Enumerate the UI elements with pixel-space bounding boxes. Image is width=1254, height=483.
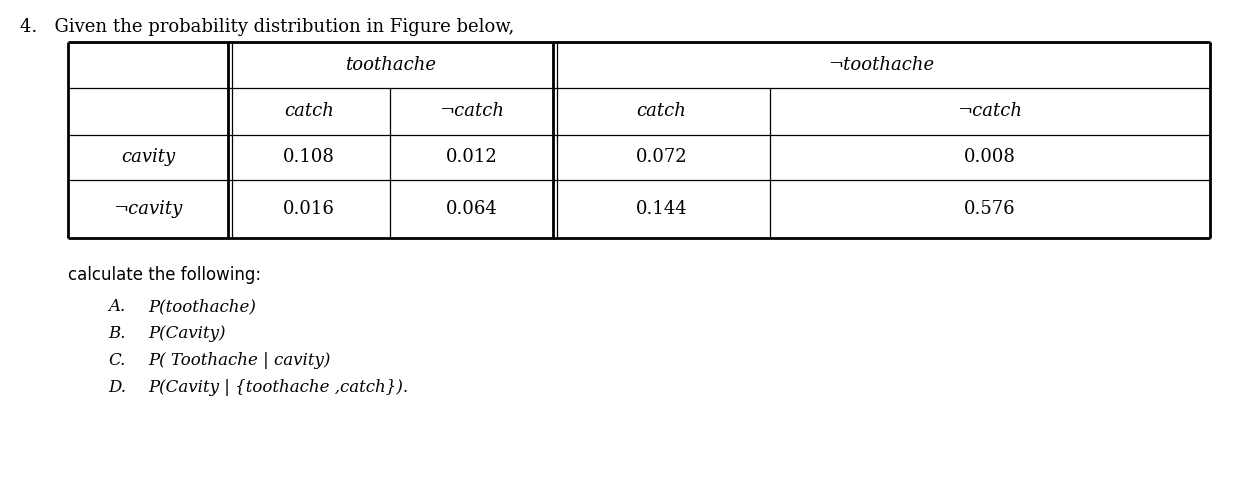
Text: ¬catch: ¬catch bbox=[439, 102, 504, 120]
Text: A.: A. bbox=[108, 298, 125, 315]
Text: catch: catch bbox=[285, 102, 334, 120]
Text: P(Cavity): P(Cavity) bbox=[148, 325, 226, 342]
Text: B.: B. bbox=[108, 325, 125, 342]
Text: cavity: cavity bbox=[120, 148, 176, 167]
Text: D.: D. bbox=[108, 379, 125, 396]
Text: P(toothache): P(toothache) bbox=[148, 298, 256, 315]
Text: P(Cavity | {toothache ,catch}).: P(Cavity | {toothache ,catch}). bbox=[148, 379, 408, 396]
Text: calculate the following:: calculate the following: bbox=[68, 266, 261, 284]
Text: catch: catch bbox=[637, 102, 686, 120]
Text: C.: C. bbox=[108, 352, 125, 369]
Text: ¬cavity: ¬cavity bbox=[113, 200, 183, 218]
Text: 0.144: 0.144 bbox=[636, 200, 687, 218]
Text: P( Toothache | cavity): P( Toothache | cavity) bbox=[148, 352, 330, 369]
Text: 0.072: 0.072 bbox=[636, 148, 687, 167]
Text: 0.016: 0.016 bbox=[283, 200, 335, 218]
Text: ¬catch: ¬catch bbox=[958, 102, 1022, 120]
Text: 0.008: 0.008 bbox=[964, 148, 1016, 167]
Text: toothache: toothache bbox=[345, 56, 436, 74]
Text: 0.576: 0.576 bbox=[964, 200, 1016, 218]
Text: ¬toothache: ¬toothache bbox=[829, 56, 934, 74]
Text: 4.   Given the probability distribution in Figure below,: 4. Given the probability distribution in… bbox=[20, 18, 514, 36]
Text: 0.108: 0.108 bbox=[283, 148, 335, 167]
Text: 0.064: 0.064 bbox=[445, 200, 498, 218]
Text: 0.012: 0.012 bbox=[445, 148, 498, 167]
